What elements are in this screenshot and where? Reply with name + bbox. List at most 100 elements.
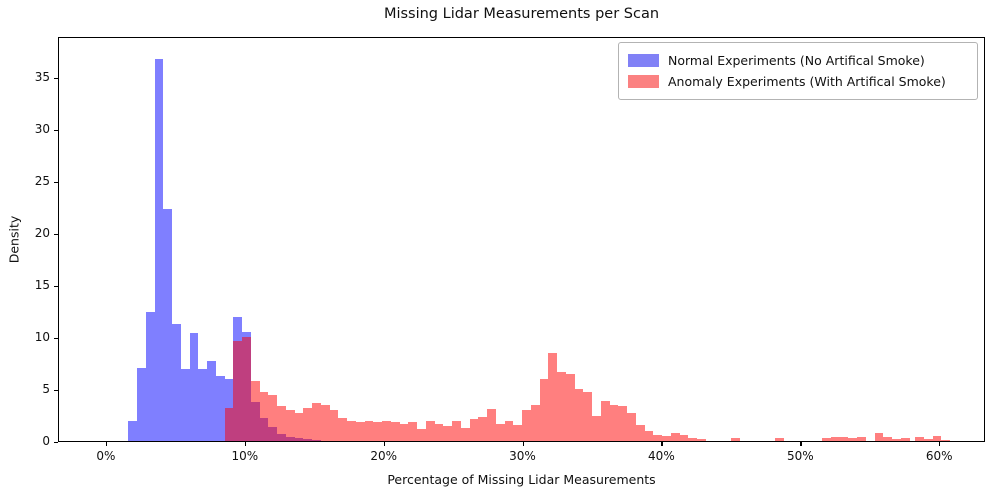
anomaly-histogram-bar	[530, 404, 540, 441]
y-tick-mark	[54, 129, 58, 131]
anomaly-histogram-bar	[635, 425, 645, 441]
anomaly-histogram-bar	[662, 436, 671, 441]
anomaly-histogram-bar	[285, 409, 295, 441]
normal-histogram-bar	[215, 376, 225, 441]
anomaly-histogram-bar	[443, 425, 453, 441]
anomaly-histogram-bar	[382, 420, 391, 441]
y-tick-mark	[54, 77, 58, 79]
anomaly-histogram-bar	[618, 405, 628, 441]
anomaly-histogram-bar	[425, 420, 435, 441]
y-tick-label: 20	[34, 225, 50, 240]
y-tick-label: 25	[34, 173, 50, 188]
anomaly-histogram-bar	[268, 395, 278, 441]
anomaly-histogram-bar	[857, 437, 866, 441]
anomaly-histogram-bar	[329, 409, 339, 441]
x-tick-label: 10%	[231, 449, 259, 463]
x-tick-mark	[661, 442, 663, 446]
x-tick-label: 0%	[96, 449, 116, 463]
anomaly-histogram-bar	[469, 419, 479, 441]
anomaly-histogram-bar	[478, 417, 488, 441]
anomaly-histogram-bar	[250, 380, 260, 441]
anomaly-histogram-bar	[688, 437, 698, 441]
anomaly-histogram-bar	[233, 341, 243, 441]
anomaly-histogram-bar	[592, 416, 601, 441]
anomaly-histogram-bar	[522, 409, 531, 441]
y-tick-mark	[54, 389, 58, 392]
anomaly-histogram-bar	[408, 422, 418, 441]
anomaly-histogram-bar	[565, 374, 575, 441]
y-tick-label: 5	[42, 381, 50, 396]
anomaly-histogram-bar	[574, 388, 584, 441]
normal-histogram-bar	[180, 369, 190, 441]
x-tick-mark	[522, 442, 524, 446]
anomaly-histogram-bar	[731, 437, 740, 441]
x-tick-label: 40%	[648, 449, 675, 463]
anomaly-histogram-bar	[900, 437, 910, 441]
x-tick-label: 60%	[925, 449, 953, 463]
anomaly-histogram-bar	[915, 437, 924, 441]
anomaly-histogram-bar	[242, 336, 251, 441]
y-tick-mark	[54, 337, 58, 340]
anomaly-histogram-layer	[59, 38, 984, 441]
anomaly-histogram-bar	[830, 436, 840, 441]
chart-title: Missing Lidar Measurements per Scan	[383, 6, 660, 22]
legend-item-anomaly: Anomaly Experiments (With Artifical Smok…	[628, 71, 967, 92]
y-tick-label: 0	[42, 434, 50, 448]
anomaly-histogram-bar	[874, 433, 884, 441]
y-tick-label: 30	[34, 121, 50, 136]
x-tick-mark	[939, 442, 941, 446]
normal-histogram-bar	[172, 324, 181, 441]
anomaly-histogram-bar	[653, 435, 663, 441]
anomaly-histogram-bar	[224, 407, 234, 441]
anomaly-histogram-bar	[460, 428, 470, 441]
anomaly-histogram-bar	[774, 438, 784, 441]
anomaly-histogram-bar	[583, 391, 593, 441]
anomaly-histogram-bar	[848, 437, 858, 441]
anomaly-histogram-bar	[355, 422, 365, 441]
anomaly-histogram-bar	[932, 436, 942, 441]
anomaly-histogram-bar	[417, 429, 426, 441]
anomaly-histogram-bar	[644, 430, 654, 441]
normal-histogram-bar	[163, 208, 173, 441]
y-tick-mark	[54, 442, 58, 444]
legend: Normal Experiments (No Artifical Smoke) …	[618, 42, 978, 100]
legend-label-anomaly: Anomaly Experiments (With Artifical Smok…	[668, 74, 946, 89]
normal-histogram-bar	[154, 58, 164, 441]
normal-histogram-bar	[198, 369, 208, 441]
anomaly-histogram-bar	[548, 352, 558, 441]
x-tick-label: 50%	[786, 449, 814, 463]
anomaly-histogram-bar	[697, 439, 706, 441]
anomaly-histogram-bar	[600, 401, 610, 441]
y-tick-mark	[54, 285, 58, 288]
anomaly-histogram-bar	[679, 435, 689, 441]
y-tick-label: 35	[34, 69, 50, 84]
anomaly-histogram-bar	[670, 432, 680, 441]
anomaly-histogram-bar	[399, 424, 409, 441]
anomaly-histogram-bar	[941, 439, 951, 441]
anomaly-histogram-bar	[627, 412, 636, 441]
anomaly-histogram-bar	[373, 422, 383, 441]
anomaly-histogram-bar	[312, 403, 321, 441]
y-tick-label: 15	[34, 277, 50, 292]
anomaly-histogram-bar	[452, 420, 461, 441]
normal-histogram-bar	[189, 332, 199, 441]
anomaly-histogram-bar	[434, 424, 444, 441]
anomaly-histogram-bar	[294, 412, 304, 441]
anomaly-histogram-bar	[822, 437, 831, 441]
anomaly-histogram-bar	[883, 437, 893, 441]
normal-histogram-bar	[145, 311, 155, 441]
anomaly-histogram-bar	[390, 422, 400, 441]
x-axis-label: Percentage of Missing Lidar Measurements	[387, 472, 656, 487]
x-tick-mark	[244, 442, 247, 446]
x-tick-label: 20%	[370, 449, 398, 463]
x-tick-mark	[800, 442, 802, 446]
anomaly-histogram-bar	[259, 392, 269, 441]
anomaly-histogram-bar	[539, 378, 549, 441]
anomaly-histogram-bar	[513, 425, 523, 441]
anomaly-histogram-bar	[839, 437, 849, 441]
anomaly-histogram-bar	[487, 408, 496, 441]
y-tick-mark	[54, 181, 58, 183]
legend-item-normal: Normal Experiments (No Artifical Smoke)	[628, 50, 967, 71]
anomaly-histogram-bar	[557, 372, 566, 441]
